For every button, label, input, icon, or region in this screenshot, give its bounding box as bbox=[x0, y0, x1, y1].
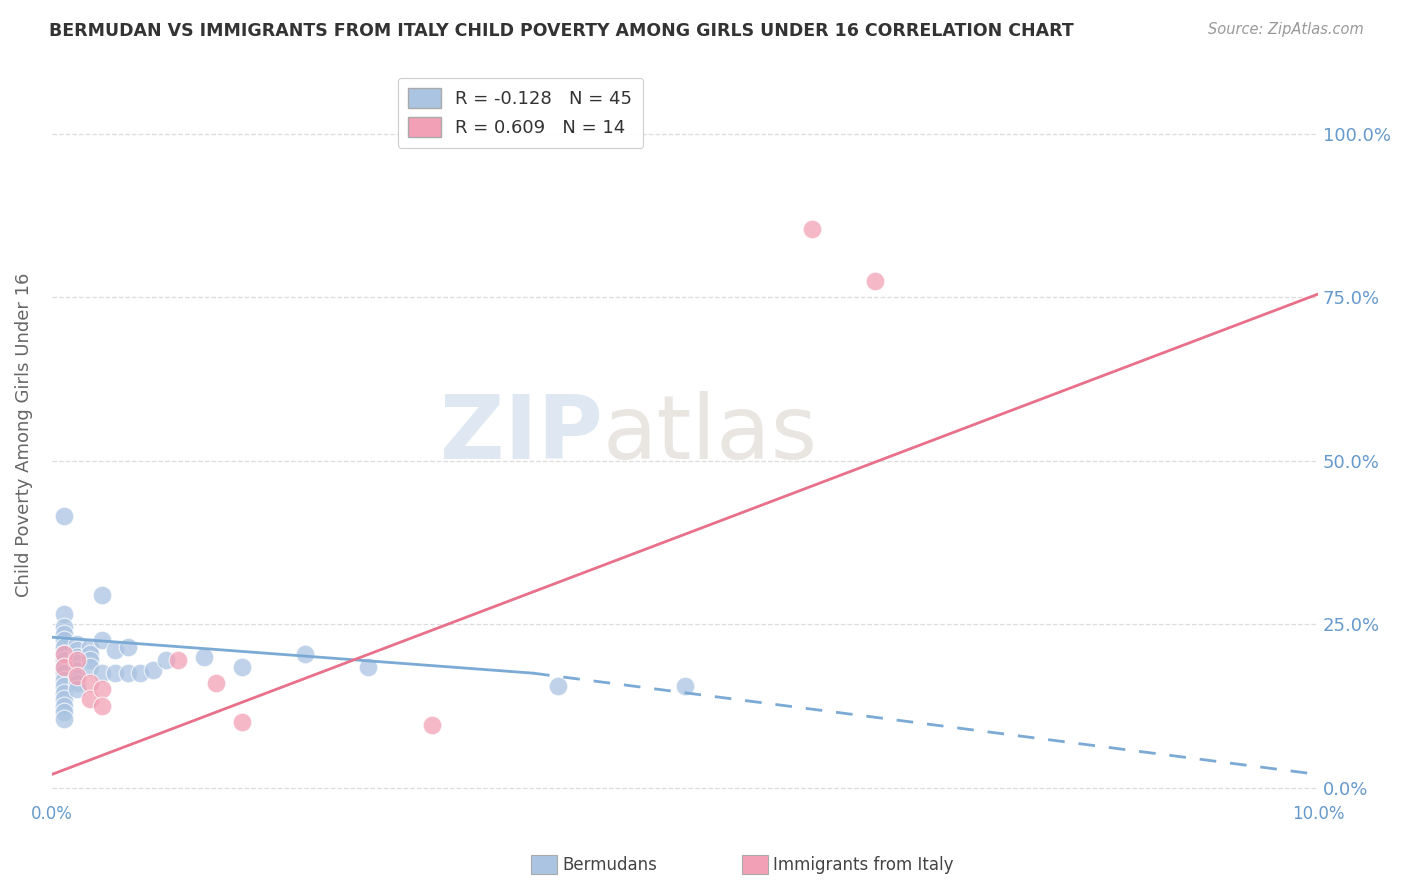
Point bbox=[357, 659, 380, 673]
Point bbox=[193, 649, 215, 664]
Point bbox=[66, 653, 89, 667]
Text: Source: ZipAtlas.com: Source: ZipAtlas.com bbox=[1208, 22, 1364, 37]
Point bbox=[117, 666, 139, 681]
Point bbox=[117, 640, 139, 654]
Point bbox=[66, 663, 89, 677]
Text: ZIP: ZIP bbox=[440, 391, 603, 478]
Text: BERMUDAN VS IMMIGRANTS FROM ITALY CHILD POVERTY AMONG GIRLS UNDER 16 CORRELATION: BERMUDAN VS IMMIGRANTS FROM ITALY CHILD … bbox=[49, 22, 1074, 40]
Point bbox=[91, 633, 114, 648]
Point bbox=[53, 679, 76, 693]
Point bbox=[53, 698, 76, 713]
Point bbox=[79, 640, 101, 654]
Point bbox=[91, 588, 114, 602]
Point bbox=[79, 653, 101, 667]
Point bbox=[104, 666, 127, 681]
Point bbox=[53, 607, 76, 622]
Point bbox=[53, 659, 76, 673]
Text: atlas: atlas bbox=[603, 391, 818, 478]
Point bbox=[53, 627, 76, 641]
Point bbox=[91, 666, 114, 681]
Point bbox=[231, 715, 253, 730]
Point bbox=[79, 692, 101, 706]
Point bbox=[53, 666, 76, 681]
Point bbox=[53, 686, 76, 700]
Point bbox=[66, 637, 89, 651]
Point bbox=[53, 712, 76, 726]
Point bbox=[66, 649, 89, 664]
Point bbox=[142, 663, 165, 677]
Point bbox=[155, 653, 177, 667]
Point bbox=[53, 647, 76, 661]
Point bbox=[53, 706, 76, 720]
Text: Bermudans: Bermudans bbox=[562, 856, 657, 874]
Point bbox=[53, 620, 76, 634]
Point bbox=[53, 692, 76, 706]
Point bbox=[53, 653, 76, 667]
Text: Immigrants from Italy: Immigrants from Italy bbox=[773, 856, 953, 874]
Point bbox=[231, 659, 253, 673]
Point bbox=[66, 669, 89, 683]
Point bbox=[294, 647, 316, 661]
Point bbox=[91, 698, 114, 713]
Point bbox=[91, 682, 114, 697]
Point bbox=[53, 509, 76, 524]
Legend: R = -0.128   N = 45, R = 0.609   N = 14: R = -0.128 N = 45, R = 0.609 N = 14 bbox=[398, 78, 643, 148]
Point bbox=[79, 676, 101, 690]
Point bbox=[79, 659, 101, 673]
Point bbox=[66, 682, 89, 697]
Point bbox=[66, 657, 89, 671]
Point bbox=[420, 718, 443, 732]
Point bbox=[863, 274, 886, 288]
Point bbox=[53, 633, 76, 648]
Point bbox=[79, 647, 101, 661]
Point bbox=[167, 653, 190, 667]
Point bbox=[53, 673, 76, 687]
Point bbox=[205, 676, 228, 690]
Point bbox=[66, 676, 89, 690]
Point bbox=[547, 679, 569, 693]
Point bbox=[66, 643, 89, 657]
Point bbox=[53, 659, 76, 673]
Point bbox=[53, 640, 76, 654]
Point bbox=[66, 669, 89, 683]
Point bbox=[673, 679, 696, 693]
Point bbox=[104, 643, 127, 657]
Point bbox=[53, 647, 76, 661]
Point bbox=[129, 666, 152, 681]
Y-axis label: Child Poverty Among Girls Under 16: Child Poverty Among Girls Under 16 bbox=[15, 272, 32, 597]
Point bbox=[800, 221, 823, 235]
